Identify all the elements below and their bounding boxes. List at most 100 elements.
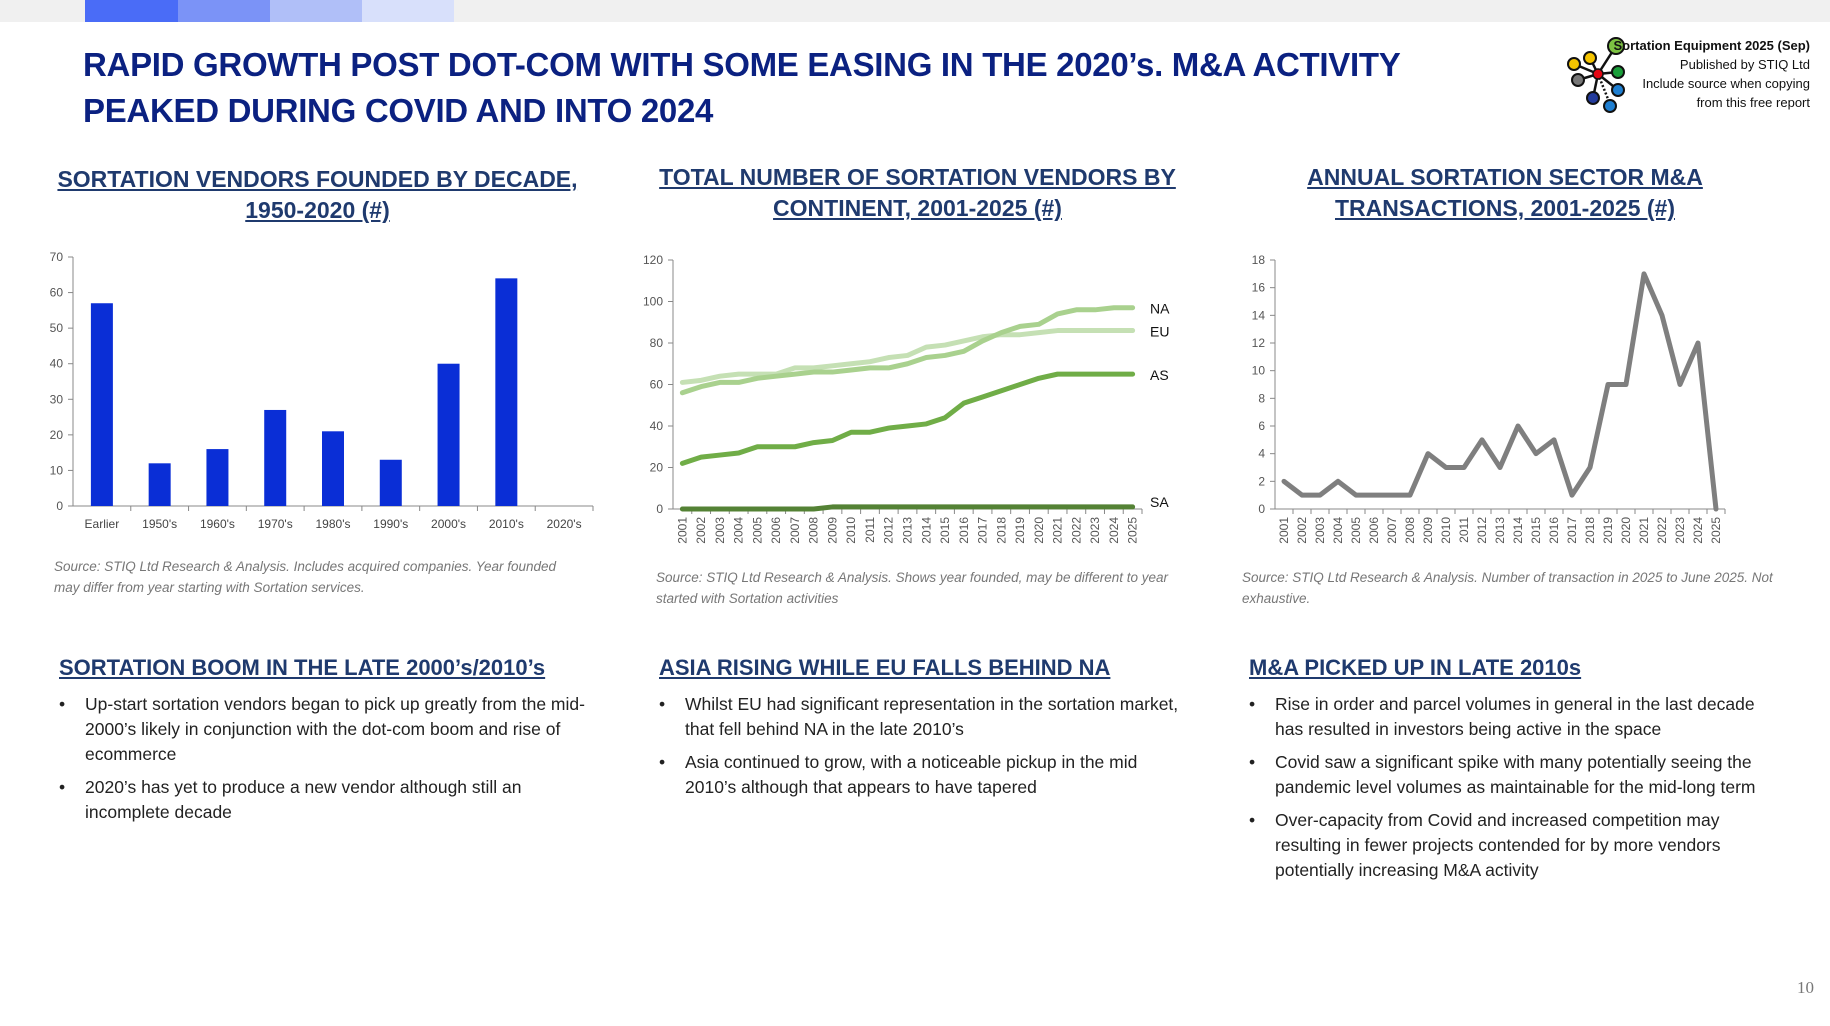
x-tick-label: 2010 — [844, 517, 858, 544]
x-tick-label: 2015 — [1529, 517, 1543, 544]
x-tick-label: 2000's — [431, 517, 466, 531]
x-tick-label: 2019 — [1013, 517, 1027, 544]
line-chart-vendors-by-continent: 0 20 40 60 80 100 120 2001 2002 2003 2004 2005 2006 2… — [643, 253, 1170, 544]
x-tick-label: 2013 — [901, 517, 915, 544]
top-accent-bar — [0, 0, 1830, 22]
x-tick-label: 2005 — [1349, 517, 1363, 544]
y-tick-label: 12 — [1252, 336, 1266, 350]
y-tick-label: 100 — [643, 295, 663, 309]
chart-3-heading: ANNUAL SORTATION SECTOR M&A TRANSACTIONS… — [1307, 164, 1703, 221]
x-tick-label: 2016 — [957, 517, 971, 544]
bar-chart-vendors-by-decade: 0 10 20 30 40 50 60 70 Earlier 1950's 1960's 1970's… — [50, 250, 594, 531]
y-tick-label: 6 — [1258, 419, 1265, 433]
x-tick-label: 2014 — [919, 517, 933, 544]
y-tick-label: 16 — [1252, 281, 1266, 295]
x-tick-label: 2017 — [1565, 517, 1579, 544]
x-tick-label: 2006 — [1367, 517, 1381, 544]
x-tick-label: 2006 — [769, 517, 783, 544]
x-tick-label: 2004 — [1331, 517, 1345, 544]
x-tick-label: 2017 — [976, 517, 990, 544]
series-line-sa — [679, 504, 1136, 512]
bar-2000's — [437, 363, 460, 506]
bullet: Up-start sortation vendors began to pick… — [59, 692, 599, 767]
x-tick-label: 2022 — [1655, 517, 1669, 544]
x-tick-label: 2004 — [732, 517, 746, 544]
chart-2-source: Source: STIQ Ltd Research & Analysis. Sh… — [656, 570, 1169, 606]
x-tick-label: 2010's — [489, 517, 524, 531]
y-tick-label: 120 — [643, 253, 663, 267]
x-tick-label: 2011 — [1457, 517, 1471, 543]
bar-2010's — [495, 278, 518, 506]
y-tick-label: 60 — [650, 378, 664, 392]
y-tick-label: 60 — [50, 286, 64, 300]
x-tick-label: 2018 — [994, 517, 1008, 544]
section-3-bullets: Rise in order and parcel volumes in gene… — [1249, 692, 1769, 891]
y-tick-label: 4 — [1258, 447, 1265, 461]
y-tick-label: 20 — [650, 461, 664, 475]
x-tick-label: 2018 — [1583, 517, 1597, 544]
x-tick-label: 2022 — [1069, 517, 1083, 544]
chart-3-source: Source: STIQ Ltd Research & Analysis. Nu… — [1242, 570, 1773, 606]
report-logo: Sortation Equipment 2025 (Sep) Published… — [1558, 34, 1828, 114]
section-1-heading: SORTATION BOOM IN THE LATE 2000’s/2010’s — [59, 655, 546, 680]
x-tick-label: 2007 — [1385, 517, 1399, 544]
x-tick-label: 2025 — [1709, 517, 1723, 544]
series-line-eu — [679, 328, 1136, 385]
y-tick-label: 18 — [1252, 253, 1266, 267]
x-tick-label: 2023 — [1088, 517, 1102, 544]
y-tick-label: 10 — [1252, 364, 1266, 378]
x-tick-label: 2005 — [750, 517, 764, 544]
x-tick-label: 2008 — [1403, 517, 1417, 544]
x-tick-label: 2014 — [1511, 517, 1525, 544]
x-tick-label: 2009 — [1421, 517, 1435, 544]
series-label-eu: EU — [1150, 324, 1169, 340]
section-3-heading: M&A PICKED UP IN LATE 2010s — [1249, 655, 1582, 680]
x-tick-label: 2019 — [1601, 517, 1615, 544]
accent-segment — [178, 0, 270, 22]
x-tick-label: 2002 — [694, 517, 708, 544]
x-tick-label: 1990's — [373, 517, 408, 531]
y-tick-label: 0 — [656, 502, 663, 516]
accent-segment — [270, 0, 362, 22]
x-tick-label: 2021 — [1051, 517, 1065, 544]
y-tick-label: 40 — [650, 419, 664, 433]
logo-line-3: Include source when copying — [1642, 76, 1810, 91]
logo-text: Sortation Equipment 2025 (Sep) Published… — [1614, 36, 1810, 112]
x-tick-label: 2024 — [1107, 517, 1121, 544]
y-tick-label: 14 — [1252, 308, 1266, 322]
section-1-bullets: Up-start sortation vendors began to pick… — [59, 692, 599, 833]
logo-line-4: from this free report — [1696, 95, 1810, 110]
x-tick-label: 2012 — [1475, 517, 1489, 544]
bullet: Whilst EU had significant representation… — [659, 692, 1189, 742]
x-tick-label: 2016 — [1547, 517, 1561, 544]
x-tick-label: 1950's — [142, 517, 177, 531]
x-tick-label: 2024 — [1691, 517, 1705, 544]
network-logo-icon — [1567, 37, 1625, 113]
bullet: Over-capacity from Covid and increased c… — [1249, 808, 1769, 883]
bar-1950's — [148, 463, 171, 506]
x-tick-label: 2009 — [825, 517, 839, 544]
chart-2-heading: TOTAL NUMBER OF SORTATION VENDORS BY CON… — [659, 164, 1176, 221]
logo-line-1: Sortation Equipment 2025 (Sep) — [1613, 38, 1810, 53]
x-tick-label: 2020 — [1619, 517, 1633, 544]
x-tick-label: 2010 — [1439, 517, 1453, 544]
x-tick-label: 1970's — [258, 517, 293, 531]
line-chart-ma-transactions: 0 2 4 6 8 10 12 14 16 18 2001 2002 2003 2004 2005 2006 2… — [1252, 253, 1726, 544]
y-tick-label: 40 — [50, 357, 64, 371]
x-tick-label: 2020 — [1032, 517, 1046, 544]
x-tick-label: 2001 — [675, 517, 689, 544]
series-line — [1281, 271, 1719, 512]
y-tick-label: 0 — [56, 499, 63, 513]
x-tick-label: 2023 — [1673, 517, 1687, 544]
y-tick-label: 30 — [50, 392, 64, 406]
y-tick-label: 2 — [1258, 474, 1265, 488]
chart-1-source: Source: STIQ Ltd Research & Analysis. In… — [54, 559, 557, 595]
series-line-as — [679, 371, 1136, 466]
x-tick-label: 2002 — [1295, 517, 1309, 544]
page-title: RAPID GROWTH POST DOT-COM WITH SOME EASI… — [83, 46, 1400, 129]
series-label-na: NA — [1150, 301, 1170, 317]
y-tick-label: 20 — [50, 428, 64, 442]
bar-Earlier — [90, 303, 113, 506]
y-tick-label: 0 — [1258, 502, 1265, 516]
x-tick-label: 2001 — [1277, 517, 1291, 544]
